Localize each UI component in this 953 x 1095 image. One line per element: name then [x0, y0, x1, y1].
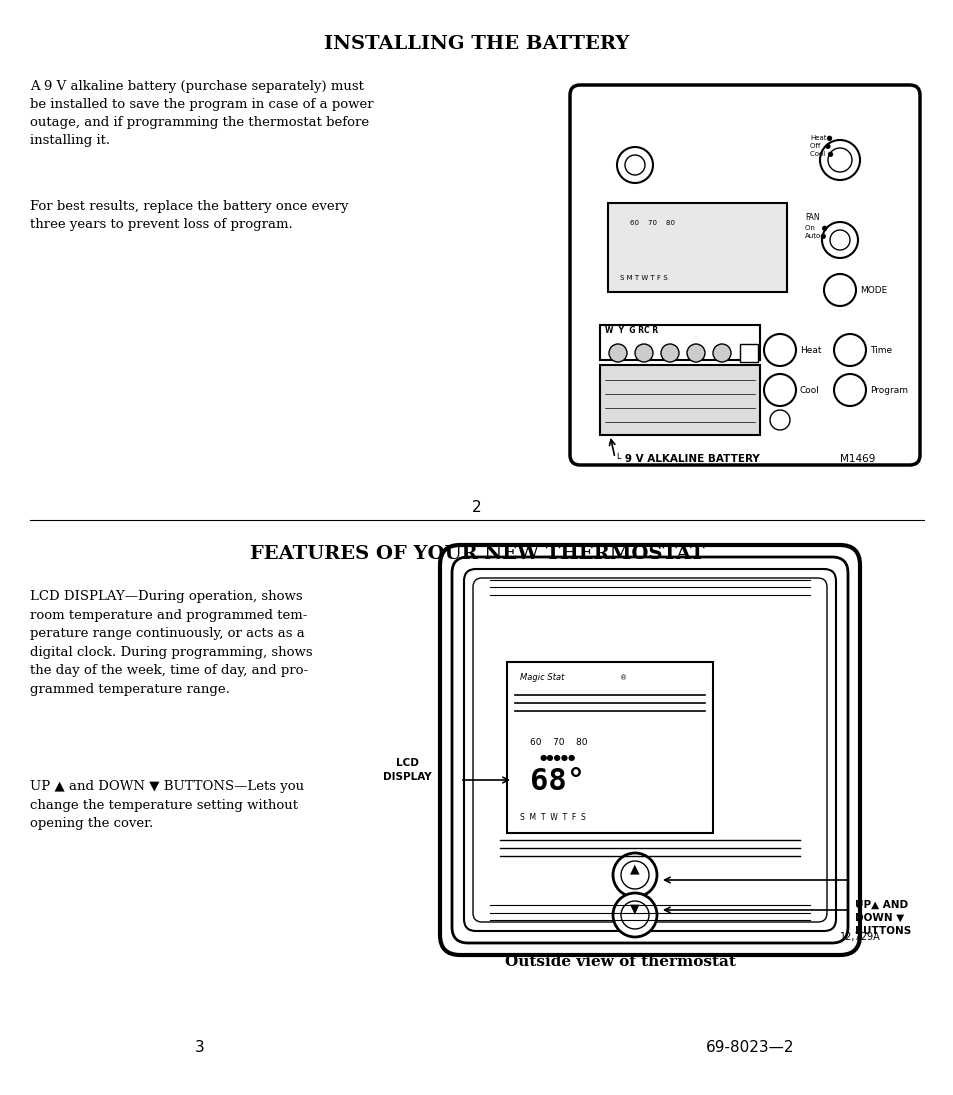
Text: Auto●: Auto●: [804, 233, 826, 239]
Circle shape: [608, 344, 626, 362]
Text: S M T W T F S: S M T W T F S: [619, 275, 667, 281]
Text: INSTALLING THE BATTERY: INSTALLING THE BATTERY: [324, 35, 629, 53]
Bar: [599, 325, 760, 360]
Text: Program: Program: [869, 385, 907, 394]
Text: 60    70    80: 60 70 80: [629, 220, 675, 226]
Circle shape: [833, 334, 865, 366]
Text: 60    70    80: 60 70 80: [530, 738, 587, 747]
Circle shape: [660, 344, 679, 362]
Text: ®: ®: [619, 675, 626, 681]
Text: ●●●●●: ●●●●●: [539, 753, 576, 762]
Text: M1469: M1469: [840, 454, 875, 464]
Text: Magic Stat: Magic Stat: [519, 673, 564, 682]
Circle shape: [686, 344, 704, 362]
Text: W  Y  G RC R: W Y G RC R: [604, 326, 658, 335]
Circle shape: [620, 861, 648, 889]
Text: └ 9 V ALKALINE BATTERY: └ 9 V ALKALINE BATTERY: [615, 454, 759, 464]
Circle shape: [823, 274, 855, 306]
Text: Off  ●: Off ●: [809, 143, 830, 149]
Text: Cool: Cool: [800, 385, 819, 394]
Text: 69-8023—2: 69-8023—2: [705, 1040, 794, 1054]
Circle shape: [620, 901, 648, 929]
Text: LCD DISPLAY—During operation, shows
room temperature and programmed tem-
peratur: LCD DISPLAY—During operation, shows room…: [30, 590, 313, 695]
FancyBboxPatch shape: [452, 557, 847, 943]
Circle shape: [613, 894, 657, 937]
Text: MODE: MODE: [859, 286, 886, 295]
Bar: [599, 365, 760, 435]
Circle shape: [820, 140, 859, 180]
Text: UP ▲ and DOWN ▼ BUTTONS—Lets you
change the temperature setting without
opening : UP ▲ and DOWN ▼ BUTTONS—Lets you change …: [30, 780, 304, 830]
Text: 68°: 68°: [530, 766, 584, 796]
Circle shape: [827, 148, 851, 172]
Text: A 9 V alkaline battery (purchase separately) must
be installed to save the progr: A 9 V alkaline battery (purchase separat…: [30, 80, 374, 147]
Circle shape: [821, 222, 857, 258]
Circle shape: [763, 334, 795, 366]
Text: ▲: ▲: [630, 863, 639, 876]
Text: Outside view of thermostat: Outside view of thermostat: [504, 955, 735, 969]
Circle shape: [769, 410, 789, 430]
Text: 12,729A: 12,729A: [840, 932, 880, 942]
Circle shape: [829, 230, 849, 250]
FancyBboxPatch shape: [506, 662, 712, 833]
Text: On   ●: On ●: [804, 224, 827, 231]
Circle shape: [635, 344, 652, 362]
Text: Heat●: Heat●: [809, 135, 832, 141]
Text: Heat: Heat: [800, 346, 821, 355]
Circle shape: [763, 374, 795, 406]
FancyBboxPatch shape: [607, 203, 786, 292]
FancyBboxPatch shape: [473, 578, 826, 922]
FancyBboxPatch shape: [439, 545, 859, 955]
Circle shape: [833, 374, 865, 406]
FancyBboxPatch shape: [569, 85, 919, 465]
Text: LCD
DISPLAY: LCD DISPLAY: [382, 759, 431, 782]
Circle shape: [617, 147, 652, 183]
Text: ▼: ▼: [630, 902, 639, 915]
Text: UP▲ AND
DOWN ▼
BUTTONS: UP▲ AND DOWN ▼ BUTTONS: [854, 900, 910, 936]
FancyBboxPatch shape: [463, 569, 835, 931]
Text: 2: 2: [472, 500, 481, 515]
Text: 3: 3: [195, 1040, 205, 1054]
Text: S  M  T  W  T  F  S: S M T W T F S: [519, 812, 585, 822]
Circle shape: [613, 853, 657, 897]
Text: Cool ●: Cool ●: [809, 151, 833, 157]
Bar: [740, 344, 758, 362]
Text: Time: Time: [869, 346, 891, 355]
Circle shape: [624, 155, 644, 175]
Circle shape: [712, 344, 730, 362]
Text: FEATURES OF YOUR NEW THERMOSTAT: FEATURES OF YOUR NEW THERMOSTAT: [250, 545, 703, 563]
Text: FAN: FAN: [804, 214, 819, 222]
Text: For best results, replace the battery once every
three years to prevent loss of : For best results, replace the battery on…: [30, 200, 348, 231]
